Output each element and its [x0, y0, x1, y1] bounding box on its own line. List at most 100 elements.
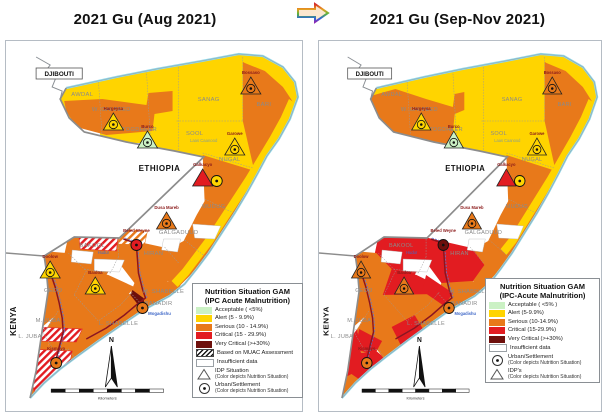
region-label-ljuba: L. JUBA — [18, 334, 41, 340]
region-label-nugal: NUGAL — [219, 157, 241, 163]
region-label-togdheer: TOGDHEER — [429, 127, 463, 133]
somalia-map-left: AWDAL W. GALBEED TOGDHEER SANAG SOOL BARI NUGA… — [6, 52, 300, 401]
coastal-alert-strip — [171, 99, 295, 287]
settlement-dot-icon — [165, 222, 168, 225]
district-boundary-16 — [437, 292, 453, 310]
region-label-gedo: GEDO — [44, 288, 62, 294]
coastline — [29, 53, 299, 399]
region-label-lshabelle: L. SHABELLE — [98, 321, 138, 327]
scale-caption: Kilometers — [98, 396, 117, 401]
marker-burco: Burco — [443, 124, 465, 149]
legend-item: Acceptable ( <5% ) — [489, 301, 596, 309]
legend-item-label: IDP's (Color depicts Nutrition Situation) — [508, 368, 581, 380]
district-boundary-13 — [383, 291, 440, 322]
settlement-dot-icon — [535, 148, 539, 151]
district-boundary-8 — [184, 239, 206, 258]
urban-circle-icon — [489, 354, 505, 367]
settlement-label-beledweyne: Beled Weyne — [431, 228, 457, 233]
marker-baidoa: Baidoa — [84, 270, 107, 295]
ethiopia-kenya-border — [29, 87, 206, 399]
legend-item-label: Very Critical (>+30%) — [508, 336, 563, 342]
legend-item-label: Serious (10 - 14.9%) — [215, 324, 268, 330]
settlement-label-baidoa: Baidoa — [88, 270, 103, 275]
district-boundary-12 — [84, 268, 111, 274]
kenya-ethiopia-border — [6, 252, 45, 257]
marker-hargeisa: Hargeysa — [411, 106, 432, 131]
legend-item: Urban/Settlement (Color depicts Nutrition… — [196, 382, 299, 395]
legend-item: Critical (15 - 29.9%) — [196, 332, 299, 339]
juba-river-blue-line — [362, 270, 376, 367]
marker-kismayo: Kismayo — [47, 346, 66, 369]
legend-item-label: IDP Situation (Color depicts Nutrition Si… — [215, 368, 288, 380]
marker-galkacyo — [514, 175, 526, 187]
insufficient-data-area-3 — [380, 249, 403, 265]
horn-alert-area — [234, 54, 298, 105]
urban-dot-icon — [141, 306, 144, 310]
insufficient-data-swatch — [489, 344, 507, 352]
djibouti-label-box: DJIBOUTI — [35, 67, 83, 80]
district-boundary-2 — [452, 70, 457, 142]
settlement-label-burco: Burco — [448, 124, 460, 129]
map-panel-left: AWDAL W. GALBEED TOGDHEER SANAG SOOL BARI NUGA… — [5, 40, 303, 412]
legend-item: Acceptable ( <5%) — [196, 306, 299, 314]
legend-item-label: Critical (15-29.9%) — [508, 327, 556, 333]
map-panel-right: AWDAL W. GALBEED TOGDHEER SANAG SOOL BARI NUGA… — [318, 40, 602, 412]
north-arrow: N — [413, 337, 426, 388]
settlement-dot-icon — [146, 141, 149, 144]
marker-mogadishu: Mogadishu — [443, 302, 476, 316]
district-boundary-18 — [54, 348, 77, 360]
patch-mjuba_red — [355, 329, 383, 355]
region-label-banadir: BANADIR — [145, 301, 173, 307]
district-boundary-7 — [204, 198, 236, 215]
juba-river — [360, 271, 375, 368]
kenya-ethiopia-border — [319, 252, 356, 257]
region-sanag — [178, 54, 245, 121]
settlement-dot-icon — [93, 287, 97, 290]
urban-dot-icon — [215, 179, 219, 183]
scale-bar: Kilometers — [361, 388, 470, 401]
region-lshabelle — [60, 294, 148, 359]
settlement-label-mogadishu: Mogadishu — [454, 311, 476, 316]
very_critical-swatch — [489, 335, 505, 343]
settlement-label-beledweyne: Beled Weyne — [123, 228, 150, 233]
legend-item-text: Critical (15 - 29.9%) — [215, 332, 267, 339]
district-boundary-6 — [506, 152, 555, 169]
urban-dot-icon — [441, 243, 445, 247]
regions-layer — [30, 54, 298, 398]
region-label-mudug: MUDUG — [202, 204, 226, 210]
district-boundary-7 — [508, 198, 539, 215]
region-label-bakool: BAKOOL — [79, 243, 105, 249]
nw-serious-band — [364, 89, 465, 149]
horn-alert-area — [536, 54, 598, 105]
djibouti-label: DJIBOUTI — [356, 71, 384, 78]
djibouti-label-box: DJIBOUTI — [347, 67, 393, 80]
district-boundary-16 — [130, 292, 147, 310]
settlement-label-garowe: Garowe — [529, 131, 545, 136]
region-label-bakool: BAKOOL — [389, 243, 413, 249]
marker-baidoa: Baidoa — [393, 270, 415, 295]
settlement-dot-icon — [402, 287, 406, 290]
acceptable-swatch — [196, 306, 212, 314]
legend-item-text: Serious (10 - 14.9%) — [215, 323, 269, 330]
settlement-dot-icon — [233, 148, 237, 151]
idp-triangle-icon — [496, 168, 517, 187]
marker-dusamareb: Dusa Mareb — [460, 205, 484, 230]
transition-arrow-icon — [297, 2, 330, 24]
critical-swatch — [489, 327, 505, 334]
legend-item-label: Acceptable ( <5%) — [215, 307, 263, 313]
legend-subtitle: (IPC Acute Malnutrition) — [204, 296, 291, 305]
region-label-hiran: HIRAN — [144, 251, 164, 257]
acceptable-swatch — [489, 301, 505, 309]
marker-bossaso: Bossaso — [240, 70, 262, 95]
legend-item-label: Very Critical (>+30%) — [215, 341, 270, 347]
settlement-label-burco: Burco — [141, 124, 154, 129]
ethiopia-label: ETHIOPIA — [139, 164, 181, 173]
urban-circle-icon — [196, 382, 212, 395]
region-label-galgaduud: GALGADUUD — [159, 230, 199, 236]
legend-item: Alert (5-9.9%) — [489, 310, 596, 317]
place-label-laascaanood: Laas Caanood — [190, 138, 218, 143]
insufficient-data-area-2 — [496, 223, 524, 240]
legend-item-text: Insufficient data — [510, 344, 551, 351]
urban-dot-icon — [135, 243, 138, 247]
alert-swatch — [196, 315, 212, 322]
